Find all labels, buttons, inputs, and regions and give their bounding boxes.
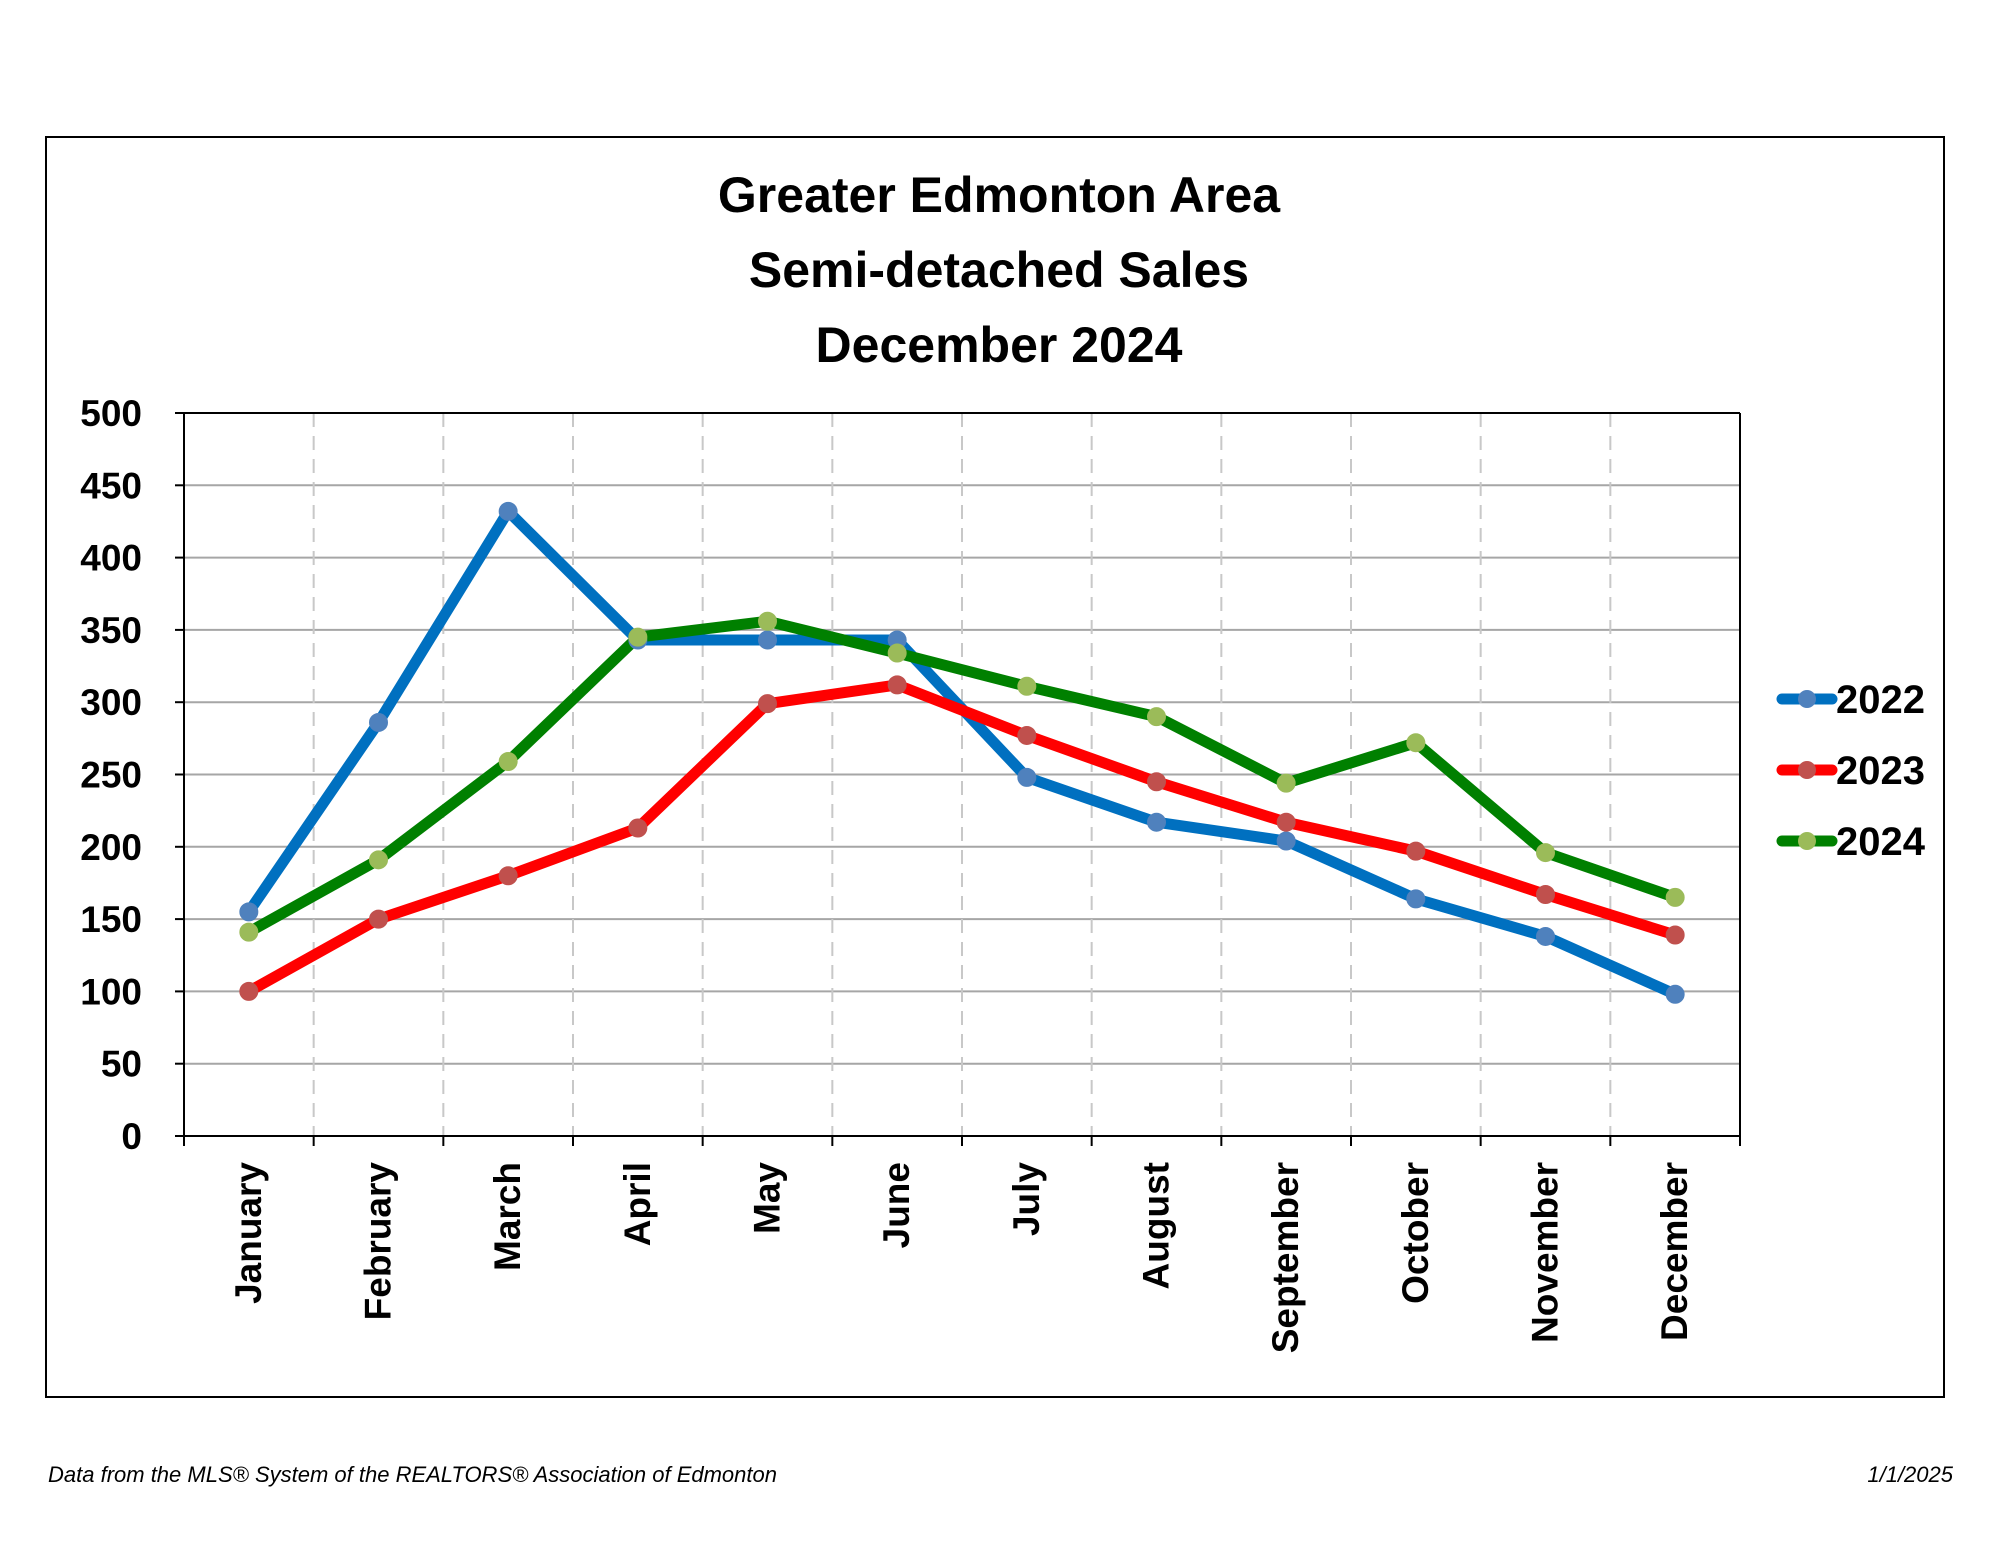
y-tick-label: 0 [121, 1116, 142, 1157]
x-axis-tick-labels: January February March April May June July Augu… [228, 1162, 1695, 1354]
legend-label-2024: 2024 [1836, 820, 1926, 864]
x-tick-label: December [1654, 1162, 1695, 1341]
x-tick-label: May [747, 1162, 788, 1234]
data-point-2024 [887, 643, 907, 663]
data-point-2022 [1276, 831, 1296, 851]
data-point-2023 [1147, 772, 1166, 792]
chart-title: Greater Edmonton Area Semi-detached Sales… [718, 167, 1281, 373]
footer-source-note: Data from the MLS® System of the REALTOR… [48, 1462, 777, 1487]
series-line-2023 [243, 679, 1681, 997]
y-axis-tick-labels: 0 50 100 150 200 250 300 350 400 450 500 [80, 393, 142, 1157]
y-tick-label: 300 [80, 682, 142, 723]
data-point-2022 [1536, 926, 1555, 946]
data-point-2022 [1147, 812, 1166, 832]
data-point-2023 [758, 694, 777, 714]
x-tick-label: July [1006, 1162, 1047, 1236]
y-tick-label: 500 [80, 393, 142, 434]
data-point-2023 [369, 909, 388, 929]
data-point-2023 [887, 675, 907, 695]
legend-marker-2023 [1798, 761, 1816, 779]
legend-marker-2022 [1798, 690, 1816, 708]
legend-label-2023: 2023 [1836, 749, 1925, 793]
chart-border [45, 136, 1945, 1398]
chart-title-line: Semi-detached Sales [749, 242, 1249, 298]
x-tick-label: September [1265, 1162, 1306, 1353]
data-point-2023 [628, 818, 648, 838]
x-tick-label: April [617, 1162, 658, 1246]
data-point-2022 [1665, 984, 1685, 1004]
data-point-2024 [1406, 733, 1426, 753]
chart-title-line: December 2024 [816, 317, 1183, 373]
data-point-2023 [1276, 812, 1296, 832]
data-point-2024 [1147, 707, 1166, 727]
data-point-2024 [1536, 843, 1555, 863]
data-point-2024 [1276, 773, 1296, 793]
x-tick-label: October [1395, 1162, 1436, 1304]
legend-label-2022: 2022 [1836, 678, 1925, 722]
y-tick-label: 400 [80, 538, 142, 579]
data-point-2022 [239, 902, 259, 922]
y-tick-label: 350 [80, 610, 142, 651]
y-tick-label: 150 [80, 899, 142, 940]
data-point-2022 [498, 501, 518, 521]
data-point-2023 [1406, 841, 1426, 861]
data-point-2023 [1536, 885, 1555, 905]
x-tick-label: February [358, 1162, 399, 1321]
y-tick-label: 50 [101, 1044, 142, 1085]
axes [175, 412, 1741, 1146]
series-line-2024 [243, 615, 1681, 938]
data-point-2024 [1665, 887, 1685, 907]
data-point-2022 [758, 630, 777, 650]
data-point-2023 [1665, 925, 1685, 945]
data-point-2024 [758, 611, 777, 631]
footer-date: 1/1/2025 [1867, 1462, 1953, 1487]
data-point-2024 [239, 922, 259, 942]
x-tick-label: November [1525, 1162, 1566, 1343]
chart-title-line: Greater Edmonton Area [718, 167, 1281, 223]
x-tick-label: March [487, 1162, 528, 1271]
data-point-2023 [239, 981, 259, 1001]
y-tick-label: 450 [80, 465, 142, 506]
data-series [239, 501, 1685, 1004]
legend: 2022 2023 2024 [1776, 678, 1926, 864]
x-tick-label: August [1136, 1162, 1177, 1289]
data-point-2024 [369, 850, 388, 870]
data-point-2022 [1406, 889, 1426, 909]
x-tick-label: June [876, 1162, 917, 1248]
data-point-2024 [498, 751, 518, 771]
y-tick-label: 100 [80, 971, 142, 1012]
x-tick-label: January [228, 1162, 269, 1304]
y-tick-label: 250 [80, 755, 142, 796]
data-point-2022 [1017, 767, 1037, 787]
y-tick-label: 200 [80, 827, 142, 868]
data-point-2022 [369, 712, 388, 732]
data-point-2023 [498, 866, 518, 886]
data-point-2024 [1017, 676, 1037, 696]
legend-marker-2024 [1798, 832, 1816, 850]
data-point-2023 [1017, 725, 1037, 745]
data-point-2024 [628, 627, 648, 647]
